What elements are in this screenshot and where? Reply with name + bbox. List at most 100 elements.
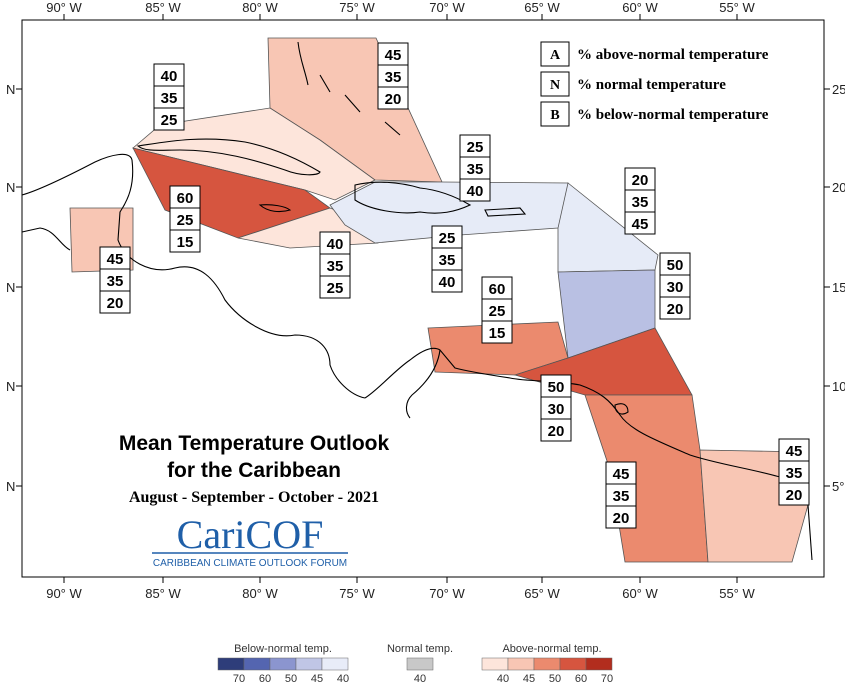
scale-label: 60: [575, 673, 587, 684]
map-title-line2: for the Caribbean: [167, 459, 341, 482]
prob-cell-box: [99, 290, 131, 314]
prob-below: 20: [107, 295, 124, 312]
longitude-labels-top: 90° W 85° W 80° W 75° W 70° W 65° W 60° …: [46, 0, 755, 15]
prob-box: 25 35 40: [431, 225, 463, 293]
prob-below: 20: [786, 487, 803, 504]
scale-swatch: [269, 657, 297, 671]
scale-label: 45: [523, 673, 535, 684]
lon-label-top: 75° W: [339, 0, 375, 15]
prob-above: 45: [107, 251, 124, 268]
prob-normal: 30: [548, 401, 565, 418]
lat-label-left: N: [6, 280, 15, 295]
prob-cell-box: [540, 418, 572, 442]
lat-label-left: N: [6, 180, 15, 195]
prob-box: 60 25 15: [481, 276, 513, 344]
prob-above: 60: [177, 190, 194, 207]
key-text: % normal temperature: [577, 77, 726, 93]
prob-cell-box: [624, 211, 656, 235]
scale-swatch: [481, 657, 509, 671]
key-letter: B: [550, 108, 559, 123]
lat-label-left: N: [6, 82, 15, 97]
probability-key: A % above-normal temperature N % normal …: [540, 41, 769, 127]
map-period: August - September - October - 2021: [129, 489, 379, 506]
scale-title-normal: Normal temp.: [387, 643, 453, 655]
scale-label: 40: [337, 673, 349, 684]
prob-normal: 35: [107, 273, 124, 290]
caricof-logo: CariCOF: [177, 512, 324, 557]
prob-below: 25: [327, 280, 344, 297]
prob-box: 40 35 25: [319, 231, 351, 299]
prob-above: 40: [327, 236, 344, 253]
scale-title-below: Below-normal temp.: [234, 643, 332, 655]
prob-cell-box: [377, 86, 409, 110]
scale-above-swatches: 40 45 50 60 70: [481, 657, 613, 684]
prob-normal: 35: [786, 465, 803, 482]
scale-label: 45: [311, 673, 323, 684]
scale-swatch: [295, 657, 323, 671]
prob-box: 50 30 20: [540, 374, 572, 442]
title-block: Mean Temperature Outlook for the Caribbe…: [119, 432, 390, 569]
lon-label-bottom: 60° W: [622, 586, 658, 601]
lon-label-top: 60° W: [622, 0, 658, 15]
prob-normal: 25: [177, 212, 194, 229]
prob-below: 45: [632, 216, 649, 233]
prob-cell-box: [459, 178, 491, 202]
lat-label-left: N: [6, 379, 15, 394]
scale-swatch: [406, 657, 434, 671]
prob-box: 60 25 15: [169, 185, 201, 253]
prob-cell-box: [153, 107, 185, 131]
scale-swatch: [321, 657, 349, 671]
prob-normal: 35: [385, 69, 402, 86]
lat-label-right: 25: [832, 82, 845, 97]
prob-below: 40: [467, 183, 484, 200]
prob-normal: 30: [667, 279, 684, 296]
lon-label-top: 65° W: [524, 0, 560, 15]
prob-below: 20: [613, 510, 630, 527]
latitude-labels: N N N N N 25 20 15 10 5°: [6, 82, 845, 494]
key-box: [540, 101, 570, 127]
prob-box: 45 35 20: [605, 461, 637, 529]
prob-normal: 35: [439, 252, 456, 269]
lon-label-top: 85° W: [145, 0, 181, 15]
prob-box: 40 35 25: [153, 63, 185, 131]
caricof-logo-subtitle: CARIBBEAN CLIMATE OUTLOOK FORUM: [153, 558, 347, 569]
prob-cell-box: [169, 229, 201, 253]
longitude-labels-bottom: 90° W 85° W 80° W 75° W 70° W 65° W 60° …: [46, 586, 755, 601]
prob-cell-box: [481, 320, 513, 344]
prob-normal: 35: [161, 90, 178, 107]
lon-label-bottom: 85° W: [145, 586, 181, 601]
scale-swatch: [559, 657, 587, 671]
prob-cell-box: [778, 482, 810, 506]
lon-label-bottom: 80° W: [242, 586, 278, 601]
scale-label: 70: [233, 673, 245, 684]
scale-label: 60: [259, 673, 271, 684]
scale-swatch: [533, 657, 561, 671]
prob-above: 50: [548, 379, 565, 396]
lon-label-bottom: 55° W: [719, 586, 755, 601]
lon-label-bottom: 65° W: [524, 586, 560, 601]
prob-above: 45: [786, 443, 803, 460]
prob-above: 50: [667, 257, 684, 274]
scale-swatch: [507, 657, 535, 671]
prob-below: 20: [548, 423, 565, 440]
prob-below: 15: [177, 234, 194, 251]
lon-label-top: 55° W: [719, 0, 755, 15]
prob-normal: 25: [489, 303, 506, 320]
prob-below: 25: [161, 112, 178, 129]
prob-below: 20: [667, 301, 684, 318]
lon-label-top: 90° W: [46, 0, 82, 15]
prob-above: 40: [161, 68, 178, 85]
prob-box: 45 35 20: [99, 246, 131, 314]
prob-cell-box: [659, 296, 691, 320]
lat-label-right: 20: [832, 180, 845, 195]
scale-swatch: [217, 657, 245, 671]
lon-label-top: 80° W: [242, 0, 278, 15]
prob-cell-box: [319, 275, 351, 299]
prob-normal: 35: [467, 161, 484, 178]
lat-label-right: 15: [832, 280, 845, 295]
prob-below: 20: [385, 91, 402, 108]
scale-label: 50: [285, 673, 297, 684]
prob-above: 45: [613, 466, 630, 483]
scale-label: 40: [497, 673, 509, 684]
